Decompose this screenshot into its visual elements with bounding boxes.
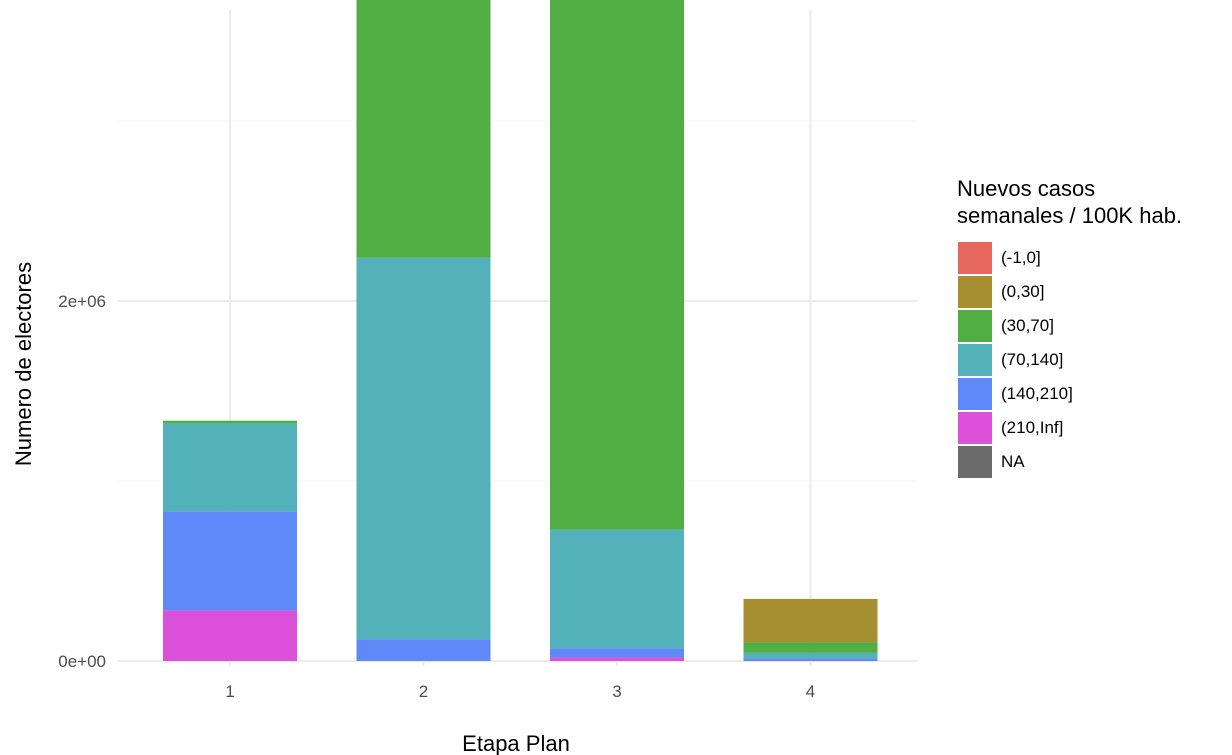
legend-label: (-1,0] <box>1001 248 1041 267</box>
legend-swatch <box>957 411 993 445</box>
bar-segment <box>550 657 684 661</box>
legend-swatch <box>957 309 993 343</box>
legend-title-line-2: semanales / 100K hab. <box>957 203 1183 228</box>
legend-swatch <box>957 445 993 479</box>
x-tick-label: 1 <box>225 682 234 701</box>
legend-item: (0,30] <box>957 275 1182 309</box>
bar-segment <box>356 257 491 640</box>
bar-segment <box>163 423 297 512</box>
bar-segment <box>550 529 684 649</box>
bar-segment <box>743 598 878 643</box>
legend-items: (-1,0] (0,30] (30,70] (70,140] (140,210] (210… <box>957 241 1182 479</box>
bar-segment <box>743 652 878 659</box>
y-tick-label: 2e+06 <box>58 292 106 311</box>
legend-item: (70,140] <box>957 343 1182 377</box>
legend-label: (30,70] <box>1001 316 1054 335</box>
legend-item: (30,70] <box>957 309 1182 343</box>
legend: Nuevos casos semanales / 100K hab. (-1,0… <box>957 175 1182 479</box>
x-tick-labels: 1 2 3 4 <box>225 682 815 701</box>
bar-segment <box>356 639 491 661</box>
bar-segment <box>163 420 297 424</box>
x-axis-title: Etapa Plan <box>462 731 570 755</box>
legend-label: NA <box>1001 452 1025 471</box>
legend-swatch <box>957 377 993 411</box>
legend-label: (210,Inf] <box>1001 418 1064 437</box>
bar-segment <box>163 511 297 611</box>
bar-segment <box>550 0 684 530</box>
legend-swatch <box>957 275 993 309</box>
bar-segment <box>743 658 878 661</box>
bar-segment <box>550 648 684 658</box>
legend-item: (-1,0] <box>957 241 1182 275</box>
legend-label: (140,210] <box>1001 384 1073 403</box>
bar-segment <box>743 642 878 653</box>
legend-label: (0,30] <box>1001 282 1045 301</box>
y-axis-title: Numero de electores <box>11 262 36 466</box>
legend-item: (210,Inf] <box>957 411 1182 445</box>
x-tick-label: 2 <box>419 682 428 701</box>
legend-title: Nuevos casos semanales / 100K hab. <box>957 175 1182 229</box>
legend-label: (70,140] <box>1001 350 1064 369</box>
y-tick-label: 0e+00 <box>58 652 106 671</box>
bar-segment <box>356 0 491 258</box>
x-tick-label: 3 <box>612 682 621 701</box>
bar-segment <box>163 610 297 661</box>
legend-item: (140,210] <box>957 377 1182 411</box>
bars <box>163 0 878 661</box>
legend-swatch <box>957 241 993 275</box>
legend-item: NA <box>957 445 1182 479</box>
legend-title-line-1: Nuevos casos <box>957 176 1096 201</box>
x-tick-label: 4 <box>806 682 815 701</box>
legend-swatch <box>957 343 993 377</box>
